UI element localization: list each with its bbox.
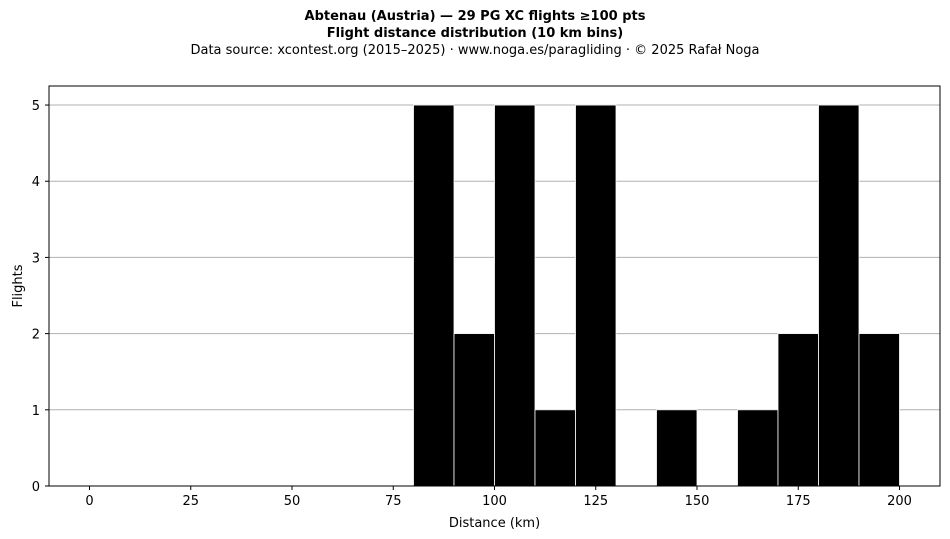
histogram-bars [413,104,900,487]
histogram-bar [656,409,698,487]
y-tick-label: 5 [32,99,40,114]
x-tick-label: 100 [482,494,507,509]
histogram-bar [777,333,819,487]
histogram-bar [737,409,779,487]
x-tick-label: 200 [887,494,912,509]
x-tick-label: 75 [385,494,402,509]
y-tick-label: 3 [32,251,40,266]
x-tick-label: 0 [85,494,93,509]
histogram-bar [413,104,455,487]
y-tick-label: 2 [32,328,40,343]
histogram-bar [818,104,860,487]
x-tick-label: 25 [182,494,199,509]
chart-subtitle: Flight distance distribution (10 km bins… [326,26,624,41]
x-axis-label: Distance (km) [449,516,540,531]
x-tick-label: 150 [685,494,710,509]
y-tick-label: 1 [32,404,40,419]
histogram-bar [858,333,900,487]
histogram-bar [534,409,576,487]
x-axis-ticks: 0 25 50 75 100 125 150 175 200 [85,486,912,509]
histogram-bar [494,104,536,487]
x-tick-label: 175 [786,494,811,509]
x-tick-label: 125 [583,494,608,509]
histogram-bar [575,104,617,487]
y-axis-ticks: 0 1 2 3 4 5 [32,99,49,495]
y-tick-label: 4 [32,175,40,190]
data-source-line: Data source: xcontest.org (2015–2025) · … [190,43,760,58]
histogram-bar [453,333,495,487]
x-tick-label: 50 [284,494,301,509]
chart-titles: Abtenau (Austria) — 29 PG XC flights ≥10… [0,8,950,59]
y-axis-label: Flights [11,264,26,307]
y-tick-label: 0 [32,480,40,495]
chart-title: Abtenau (Austria) — 29 PG XC flights ≥10… [304,9,646,24]
